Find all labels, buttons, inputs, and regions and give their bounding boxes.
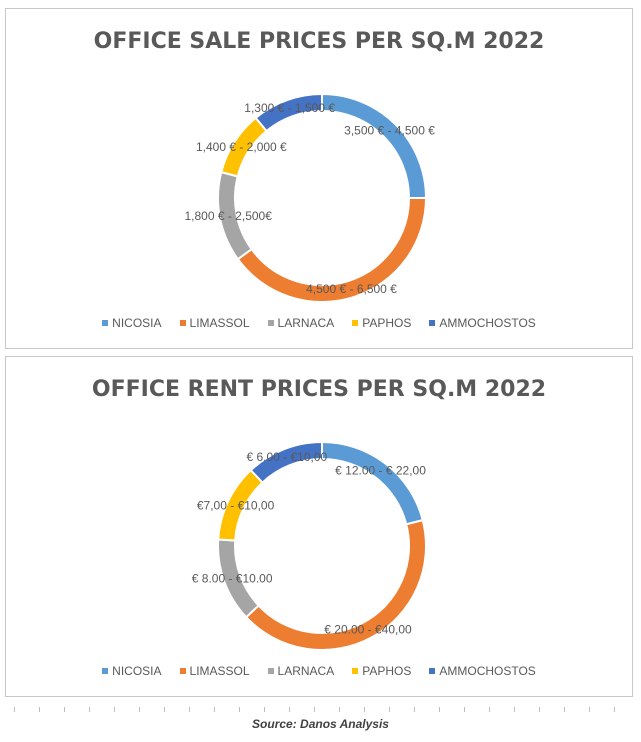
slice-label-nicosia: 3,500 € - 4,500 €	[344, 123, 435, 137]
legend-label: PAPHOS	[362, 316, 412, 330]
legend-swatch	[352, 320, 359, 326]
legend-label: NICOSIA	[112, 664, 162, 678]
legend-item-limassol: LIMASSOL	[179, 316, 250, 330]
legend-swatch	[429, 668, 436, 674]
legend-item-ammochostos: AMMOCHOSTOS	[429, 664, 536, 678]
legend-swatch	[267, 320, 274, 326]
tick-mark	[314, 707, 315, 712]
slice-label-limassol: € 20.00 - €40,00	[324, 623, 412, 637]
legend-swatch	[267, 668, 274, 674]
legend-item-limassol: LIMASSOL	[179, 664, 250, 678]
legend-label: LIMASSOL	[189, 664, 250, 678]
legend-label: NICOSIA	[112, 316, 162, 330]
tick-mark	[14, 707, 15, 712]
tick-mark	[564, 707, 565, 712]
legend-label: PAPHOS	[362, 664, 412, 678]
legend-swatch	[429, 320, 436, 326]
tick-mark	[89, 707, 90, 712]
slice-label-larnaca: € 8.00 - €10.00	[192, 571, 273, 585]
legend-item-nicosia: NICOSIA	[102, 316, 162, 330]
legend-label: LIMASSOL	[189, 316, 250, 330]
legend-swatch	[352, 668, 359, 674]
tick-mark	[114, 707, 115, 712]
slice-label-ammochostos: 1,300 € - 1,500 €	[244, 101, 335, 115]
source-note: Source: Danos Analysis	[252, 717, 389, 731]
tick-mark	[464, 707, 465, 712]
rent-prices-donut: € 12.00 - € 22,00 € 20.00 - €40,00 € 8.00 …	[192, 440, 427, 651]
tick-mark	[364, 707, 365, 712]
tick-mark	[514, 707, 515, 712]
tick-mark	[614, 707, 615, 712]
tick-mark	[264, 707, 265, 712]
chart-title: OFFICE SALE PRICES PER SQ.M 2022	[93, 29, 545, 54]
footer-tick-rule	[14, 707, 634, 717]
tick-mark	[589, 707, 590, 712]
legend: NICOSIA LIMASSOL LARNACA PAPHOS AMMOCHOSTOS	[6, 316, 632, 330]
legend-swatch	[102, 668, 109, 674]
legend-item-larnaca: LARNACA	[267, 664, 335, 678]
legend-item-paphos: PAPHOS	[352, 316, 411, 330]
legend-swatch	[102, 320, 109, 326]
tick-mark	[289, 707, 290, 712]
sale-prices-chart: OFFICE SALE PRICES PER SQ.M 2022 3,500 €…	[5, 8, 633, 349]
legend-label: AMMOCHOSTOS	[439, 664, 536, 678]
tick-mark	[414, 707, 415, 712]
legend-label: AMMOCHOSTOS	[439, 316, 536, 330]
legend-item-nicosia: NICOSIA	[102, 664, 162, 678]
tick-mark	[389, 707, 390, 712]
slice-label-nicosia: € 12.00 - € 22,00	[335, 464, 426, 478]
slice-label-limassol: 4,500 € - 6,500 €	[306, 282, 397, 296]
slice-label-paphos: 1,400 € - 2,000 €	[196, 140, 287, 154]
legend-label: LARNACA	[277, 664, 335, 678]
tick-mark	[489, 707, 490, 712]
legend-label: LARNACA	[277, 316, 335, 330]
tick-mark	[189, 707, 190, 712]
legend-item-larnaca: LARNACA	[267, 316, 335, 330]
tick-mark	[214, 707, 215, 712]
sale-prices-donut: 3,500 € - 4,500 € 4,500 € - 6,500 € 1,800 …	[184, 92, 435, 303]
tick-mark	[439, 707, 440, 712]
tick-mark	[139, 707, 140, 712]
tick-mark	[39, 707, 40, 712]
legend: NICOSIA LIMASSOL LARNACA PAPHOS AMMOCHOSTOS	[6, 664, 632, 678]
slice-label-paphos: €7,00 - €10,00	[197, 498, 275, 512]
legend-swatch	[179, 320, 186, 326]
slice-label-ammochostos: € 6.00 - €10,00	[246, 450, 327, 464]
tick-mark	[239, 707, 240, 712]
slice-nicosia	[321, 92, 428, 199]
slice-nicosia	[321, 440, 424, 526]
tick-mark	[539, 707, 540, 712]
legend-item-ammochostos: AMMOCHOSTOS	[429, 316, 536, 330]
chart-title: OFFICE RENT PRICES PER SQ.M 2022	[91, 377, 547, 402]
tick-mark	[339, 707, 340, 712]
legend-swatch	[179, 668, 186, 674]
tick-mark	[164, 707, 165, 712]
tick-mark	[64, 707, 65, 712]
slice-label-larnaca: 1,800 € - 2,500€	[184, 209, 272, 223]
slice-ammochostos	[249, 440, 323, 484]
slice-ammochostos	[254, 92, 323, 133]
legend-item-paphos: PAPHOS	[352, 664, 411, 678]
rent-prices-chart: OFFICE RENT PRICES PER SQ.M 2022 € 12.00…	[5, 356, 633, 697]
